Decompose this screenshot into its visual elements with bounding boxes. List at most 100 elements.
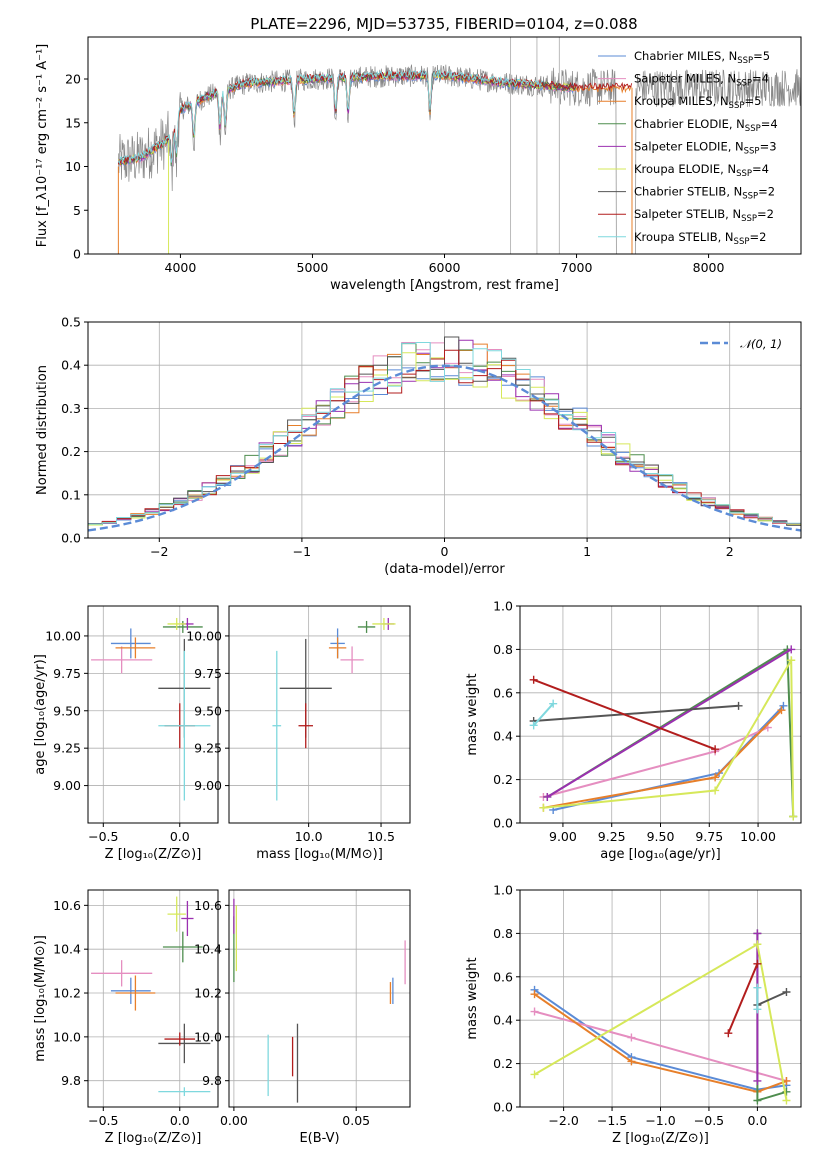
legend-label-text: Kroupa MILES, N	[634, 94, 729, 108]
y-tick-label: 1.0	[493, 599, 513, 614]
errorbar-salpeter-stelib	[298, 703, 313, 749]
errorbar-kroupa-miles	[115, 637, 156, 659]
y-tick-label: 9.25	[194, 741, 222, 756]
x-axis-label: Z [log₁₀(Z/Z⊙)]	[612, 1131, 709, 1146]
y-tick-label: 0.4	[61, 358, 81, 373]
legend-label-tail: =2	[749, 230, 766, 244]
y-tick-label: 1.0	[493, 883, 513, 898]
legend-label: Salpeter MILES, NSSP=4	[634, 72, 769, 89]
weight-marker	[711, 745, 720, 754]
weight-marker	[787, 656, 796, 665]
legend-label: Chabrier MILES, NSSP=5	[634, 49, 770, 66]
weight-marker	[779, 701, 788, 710]
weight-line	[533, 704, 739, 722]
legend-label-text: Salpeter MILES, N	[634, 72, 736, 86]
y-tick-label: 9.00	[194, 778, 222, 793]
legend-entry: Salpeter ELODIE, NSSP=3	[598, 139, 777, 156]
errorbar-salpeter-miles	[91, 960, 153, 987]
legend-entry: Chabrier ELODIE, NSSP=4	[598, 117, 778, 134]
errorbar-kroupa-stelib	[158, 650, 211, 801]
y-axis-label: Normed distribution	[35, 365, 50, 495]
x-axis-label: (data-model)/error	[384, 562, 505, 577]
errorbar-kroupa-miles	[328, 637, 347, 659]
model-spectrum-salpeter-miles	[118, 72, 576, 167]
y-tick-label: 10.6	[194, 898, 222, 913]
weight-marker	[724, 1029, 733, 1038]
x-tick-label: −2.0	[548, 1113, 578, 1128]
y-tick-label: 0	[73, 247, 81, 262]
weight-series-chabrier-stelib	[529, 701, 743, 726]
weight-series-kroupa-miles	[530, 990, 791, 1096]
weight-marker	[530, 1007, 539, 1016]
residual-plot-area	[88, 336, 801, 532]
weight-line	[532, 702, 554, 727]
y-tick-label: 10.00	[186, 628, 222, 643]
weight-marker	[549, 699, 558, 708]
y-tick-label: 10.0	[53, 1029, 81, 1044]
axes-frame	[87, 889, 219, 1108]
errorbar-chabrier-elodie	[357, 620, 376, 633]
legend-entry: Kroupa ELODIE, NSSP=4	[598, 162, 769, 179]
y-tick-label: 0.4	[493, 1013, 513, 1028]
y-tick-label: 9.50	[53, 703, 81, 718]
weight-marker	[782, 1087, 791, 1096]
legend-label-sub: SSP	[745, 124, 761, 134]
y-tick-label: 0.0	[493, 816, 513, 831]
weight-series-salpeter-stelib	[529, 675, 720, 754]
y-tick-label: 15	[65, 115, 81, 130]
y-tick-label: 0.4	[493, 729, 513, 744]
errorbar-chabrier-elodie	[162, 931, 203, 963]
y-tick-label: 10.00	[45, 628, 81, 643]
x-axis-label: E(B-V)	[299, 1131, 339, 1146]
legend-label-sub: SSP	[736, 169, 752, 179]
y-tick-label: 10.6	[53, 898, 81, 913]
x-tick-label: 10.5	[367, 829, 395, 844]
weight-series-chabrier-miles	[549, 701, 788, 814]
x-tick-label: −2	[150, 544, 168, 559]
y-tick-label: 10	[65, 159, 81, 174]
legend-label-text: Kroupa ELODIE, N	[634, 162, 736, 176]
x-tick-label: 0.0	[170, 829, 190, 844]
legend-label-tail: =5	[744, 94, 761, 108]
weight-marker	[777, 706, 786, 715]
x-tick-label: 10.0	[295, 829, 323, 844]
weight-marker	[753, 983, 762, 992]
weight-line	[543, 656, 795, 817]
legend-label-tail: =4	[761, 117, 778, 131]
y-tick-label: 9.00	[53, 778, 81, 793]
errorbar-kroupa-miles	[115, 975, 156, 1011]
y-tick-label: 20	[65, 72, 81, 87]
legend-label: Chabrier STELIB, NSSP=2	[634, 185, 775, 202]
errorbar-salpeter-elodie	[181, 900, 194, 937]
legend-label-sub: SSP	[737, 56, 753, 66]
errorbar-salpeter-miles	[91, 646, 153, 674]
legend-label-tail: =4	[752, 72, 769, 86]
errorbar-kroupa-stelib	[272, 650, 282, 801]
weight-marker	[627, 1033, 636, 1042]
panel-mass-vs-Z: −0.5 0.0 9.8 10.0 10.2 10.4 10.6 Z [log₁₀(Z/Z⊙)…	[33, 889, 219, 1146]
legend-label: Kroupa STELIB, NSSP=2	[634, 230, 766, 247]
errorbar-chabrier-miles	[110, 977, 151, 1004]
x-tick-label: −0.5	[694, 1113, 724, 1128]
y-tick-label: 0.6	[493, 685, 513, 700]
panel-age-vs-Z: −0.5 0.0 9.00 9.25 9.50 9.75 10.00 Z [log₁₀(Z/Z…	[33, 605, 219, 862]
panel-weight-vs-Z: −2.0 −1.5 −1.0 −0.5 0.0 0.0 0.2 0.4 0.6 0.8 1.0 Z […	[465, 883, 802, 1146]
y-tick-label: 0.5	[61, 315, 81, 330]
legend-label: 𝒩(0, 1)	[740, 337, 782, 351]
panel-age-vs-mass: 10.0 10.5 9.00 9.25 9.50 9.75 10.00 mass [log₁₀…	[186, 605, 411, 862]
x-tick-label: −0.5	[88, 829, 118, 844]
y-axis-label: mass [log₁₀(M/M⊙)]	[33, 935, 48, 1062]
weight-line	[533, 678, 716, 751]
x-tick-label: 0.0	[747, 1113, 767, 1128]
y-axis-label: mass weight	[465, 957, 480, 1039]
y-tick-label: 10.2	[194, 986, 222, 1001]
legend-entry: Salpeter MILES, NSSP=4	[598, 72, 769, 89]
weight-marker	[789, 812, 798, 821]
x-tick-label: 5000	[297, 260, 329, 275]
residual-histogram-kroupa-stelib	[88, 342, 801, 528]
legend-label: Salpeter STELIB, NSSP=2	[634, 207, 774, 224]
y-tick-label: 9.25	[53, 741, 81, 756]
y-axis-label: Flux [f_λ10⁻¹⁷ erg cm⁻² s⁻¹ A⁻¹]	[35, 44, 50, 248]
legend-label-text: Chabrier ELODIE, N	[634, 117, 745, 131]
y-axis-label: mass weight	[465, 673, 480, 755]
